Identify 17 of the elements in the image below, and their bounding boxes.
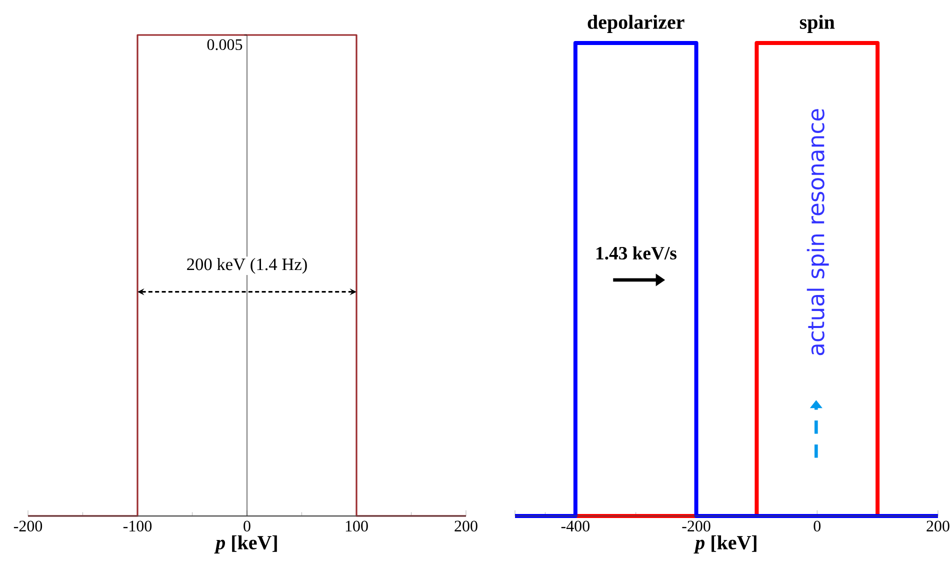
annotation: 200 keV (1.4 Hz) (187, 258, 307, 274)
x-axis-title: p [keV] (214, 535, 277, 554)
x-tick-label: -200 (14, 520, 42, 532)
series-label: depolarizer (588, 14, 684, 33)
x-tick-label: 200 (926, 520, 950, 532)
x-tick-label: 0 (814, 520, 821, 532)
x-tick-label: -200 (682, 520, 710, 532)
x-tick-label: -400 (561, 520, 590, 532)
x-tick-label: 0 (244, 520, 250, 532)
annotation: actual spin resonance (806, 109, 829, 356)
series-label: spin (800, 14, 835, 33)
x-axis-title: p [keV] (694, 535, 756, 554)
annotation: 1.43 keV/s (596, 246, 676, 260)
annotation: 0.005 (207, 39, 242, 50)
x-tick-label: 100 (346, 520, 368, 532)
x-tick-label: -100 (123, 520, 152, 532)
x-tick-label: 200 (454, 520, 478, 532)
